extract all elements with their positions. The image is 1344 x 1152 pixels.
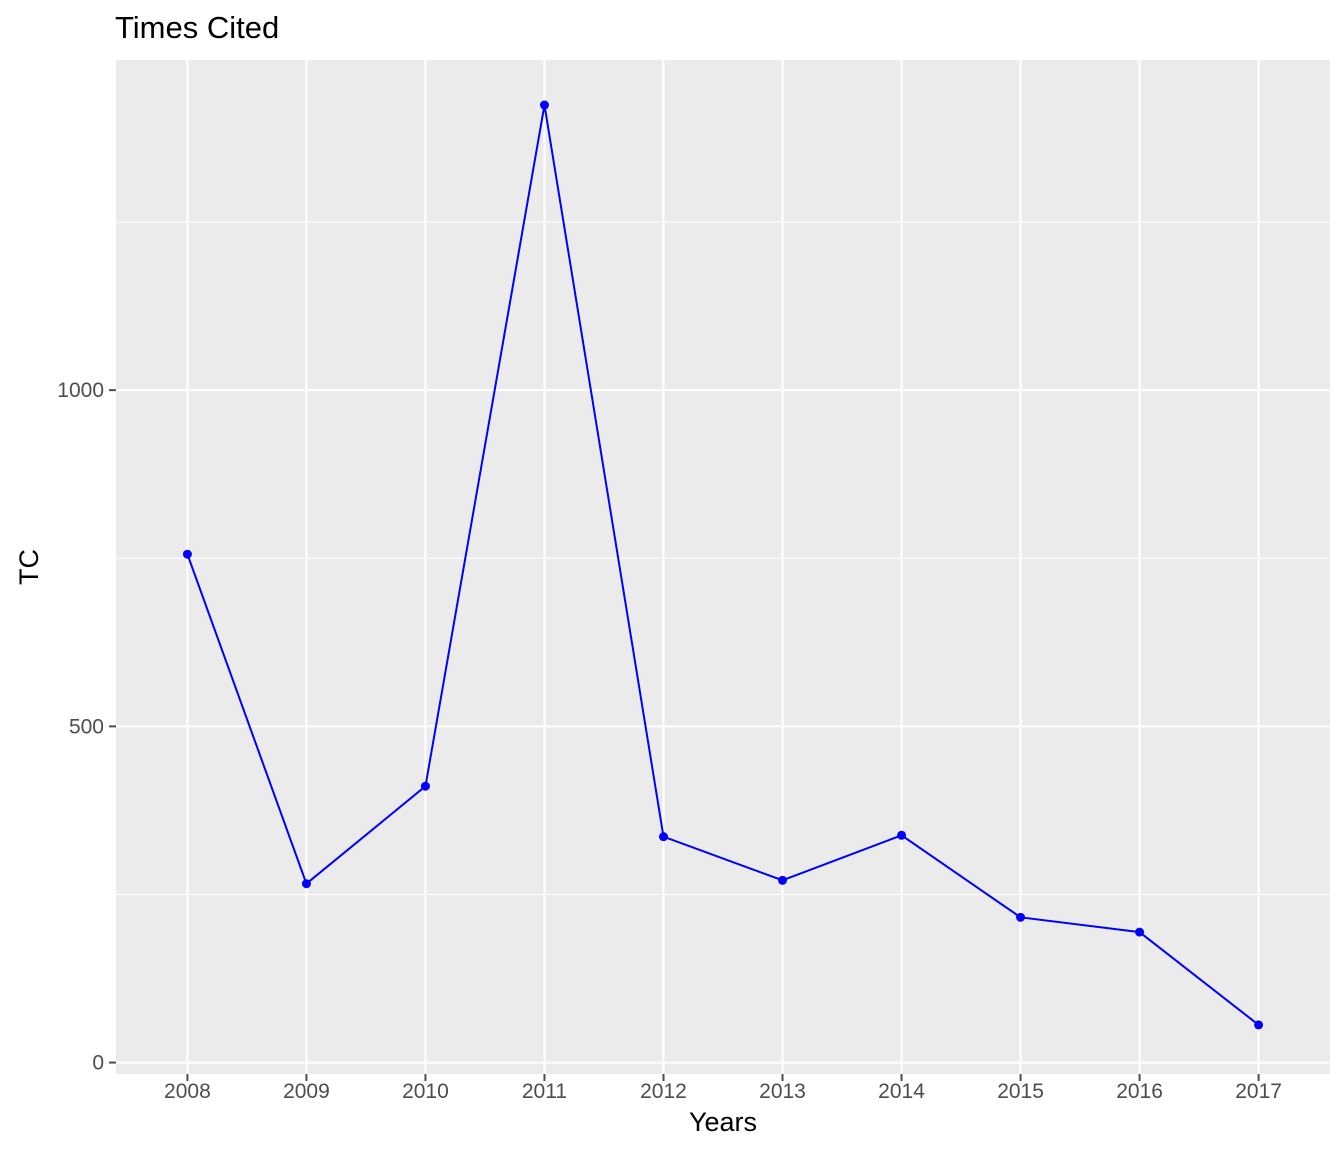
data-point <box>182 549 192 559</box>
data-point <box>539 100 549 110</box>
data-point <box>897 830 907 840</box>
x-tick-label: 2014 <box>878 1080 925 1103</box>
x-tick-label: 2012 <box>640 1080 687 1103</box>
major-gridlines <box>116 60 1330 1074</box>
x-tick-label: 2008 <box>164 1080 211 1103</box>
series-line <box>186 104 1260 1026</box>
x-tick-label: 2016 <box>1116 1080 1163 1103</box>
data-point <box>420 781 430 791</box>
minor-gridlines <box>116 221 1330 895</box>
y-axis-title: TC <box>14 549 44 585</box>
plot-panel <box>116 60 1330 1074</box>
data-point <box>1254 1020 1264 1030</box>
x-tick-label: 2011 <box>522 1080 567 1103</box>
y-axis: 0 500 1000 <box>57 379 116 1075</box>
data-point <box>778 875 788 885</box>
x-tick-label: 2017 <box>1235 1080 1282 1103</box>
data-point <box>301 879 311 889</box>
series-layer <box>182 100 1264 1030</box>
y-tick-label: 0 <box>92 1052 104 1075</box>
x-tick-label: 2009 <box>283 1080 330 1103</box>
x-tick-label: 2015 <box>997 1080 1044 1103</box>
data-point <box>1135 927 1145 937</box>
y-tick-label: 500 <box>69 715 104 738</box>
x-tick-label: 2013 <box>759 1080 806 1103</box>
data-point <box>658 832 668 842</box>
chart-title: Times Cited <box>115 10 280 45</box>
x-axis-title: Years <box>689 1107 757 1137</box>
x-axis: 2008 2009 2010 2011 2012 2013 2014 2015 2016 2017 <box>164 1074 1282 1103</box>
data-point <box>1016 912 1026 922</box>
y-tick-label: 1000 <box>57 379 104 402</box>
x-tick-label: 2010 <box>402 1080 449 1103</box>
